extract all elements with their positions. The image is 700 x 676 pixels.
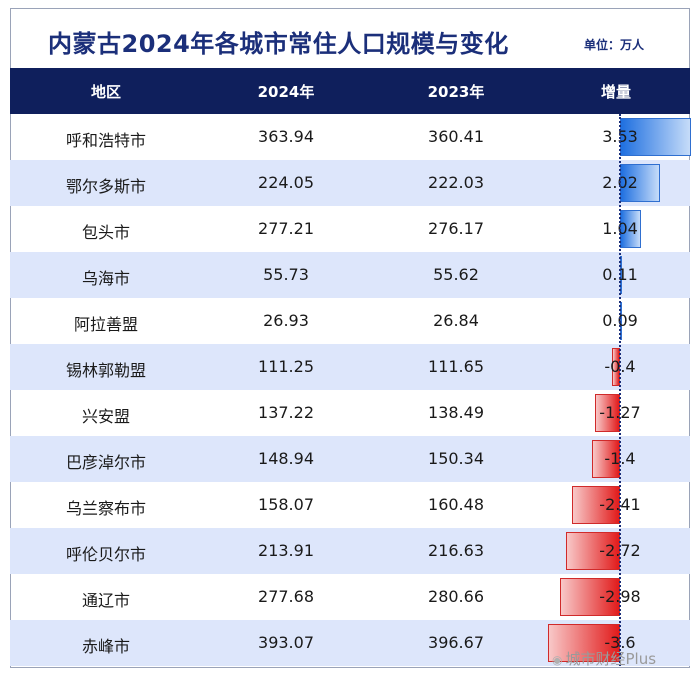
table-row: 乌海市 55.73 55.62 0.11	[10, 252, 690, 298]
table-row: 锡林郭勒盟 111.25 111.65 -0.4	[10, 344, 690, 390]
delta-bar	[571, 486, 620, 524]
cell-2023: 360.41	[428, 127, 484, 146]
cell-2024: 111.25	[258, 357, 314, 376]
delta-bar	[594, 394, 620, 432]
header-2023: 2023年	[427, 83, 485, 101]
delta-bar	[620, 164, 661, 202]
header-region: 地区	[90, 83, 122, 101]
title-bar: 内蒙古2024年各城市常住人口规模与变化 单位：万人	[10, 8, 690, 68]
weibo-icon: ◉	[552, 653, 563, 667]
cell-2024: 277.21	[258, 219, 314, 238]
delta-bar	[620, 118, 691, 156]
cell-2024: 148.94	[258, 449, 314, 468]
cell-2023: 138.49	[428, 403, 484, 422]
watermark: ◉ 城市财经Plus	[552, 648, 656, 669]
chart-title: 内蒙古2024年各城市常住人口规模与变化	[48, 30, 509, 58]
delta-bar	[548, 624, 620, 662]
cell-2024: 224.05	[258, 173, 314, 192]
table-row: 巴彦淖尔市 148.94 150.34 -1.4	[10, 436, 690, 482]
cell-region: 呼伦贝尔市	[65, 545, 147, 564]
header-2024: 2024年	[257, 83, 315, 101]
table-row: 呼和浩特市 363.94 360.41 3.53	[10, 114, 691, 160]
delta-bar	[565, 532, 620, 570]
unit-label: 单位：万人	[584, 38, 645, 52]
cell-2023: 276.17	[428, 219, 484, 238]
header-delta: 增量	[600, 83, 632, 101]
cell-2023: 26.84	[433, 311, 479, 330]
cell-2023: 160.48	[428, 495, 484, 514]
cell-region: 兴安盟	[81, 407, 131, 426]
cell-2023: 280.66	[428, 587, 484, 606]
cell-region: 阿拉善盟	[73, 315, 139, 334]
cell-region: 巴彦淖尔市	[65, 453, 147, 472]
table-row: 呼伦贝尔市 213.91 216.63 -2.72	[10, 528, 690, 574]
table-row: 包头市 277.21 276.17 1.04	[10, 206, 690, 252]
cell-region: 呼和浩特市	[65, 131, 147, 150]
cell-region: 乌海市	[81, 269, 131, 288]
cell-2023: 55.62	[433, 265, 479, 284]
cell-2023: 396.67	[428, 633, 484, 652]
table-row: 阿拉善盟 26.93 26.84 0.09	[10, 298, 690, 344]
table-row: 通辽市 277.68 280.66 -2.98	[10, 574, 690, 620]
delta-bar	[560, 578, 620, 616]
cell-region: 乌兰察布市	[65, 499, 147, 518]
cell-region: 锡林郭勒盟	[65, 361, 147, 380]
table-body: 呼和浩特市 363.94 360.41 3.53 鄂尔多斯市 224.05 222.03 2.…	[10, 114, 691, 666]
cell-region: 通辽市	[81, 591, 131, 610]
cell-2024: 277.68	[258, 587, 314, 606]
table-header: 地区 2024年 2023年 增量	[10, 68, 690, 114]
cell-2023: 111.65	[428, 357, 484, 376]
cell-2024: 55.73	[263, 265, 309, 284]
cell-2024: 26.93	[263, 311, 309, 330]
cell-2024: 213.91	[258, 541, 314, 560]
cell-2023: 216.63	[428, 541, 484, 560]
cell-2023: 222.03	[428, 173, 484, 192]
table-row: 鄂尔多斯市 224.05 222.03 2.02	[10, 160, 690, 206]
cell-2023: 150.34	[428, 449, 484, 468]
table-row: 乌兰察布市 158.07 160.48 -2.41	[10, 482, 690, 528]
delta-zero-axis	[619, 114, 621, 666]
cell-region: 鄂尔多斯市	[65, 177, 147, 196]
cell-2024: 137.22	[258, 403, 314, 422]
cell-2024: 158.07	[258, 495, 314, 514]
cell-region: 赤峰市	[81, 637, 131, 656]
delta-bar	[592, 440, 620, 478]
cell-region: 包头市	[81, 223, 131, 242]
watermark-text: 城市财经Plus	[565, 650, 657, 668]
table-row: 赤峰市 393.07 396.67 -3.6	[10, 620, 690, 666]
cell-2024: 363.94	[258, 127, 314, 146]
cell-2024: 393.07	[258, 633, 314, 652]
table-row: 兴安盟 137.22 138.49 -1.27	[10, 390, 690, 436]
